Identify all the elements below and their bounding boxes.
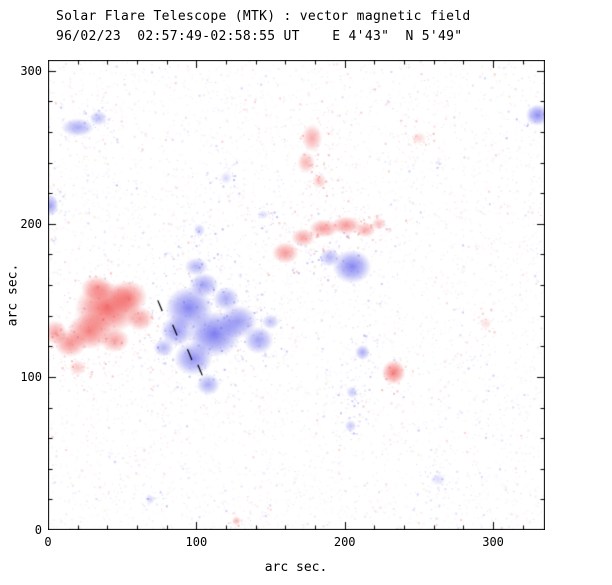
x-tick-label: 300 bbox=[482, 535, 504, 549]
figure-subtitle: 96/02/23 02:57:49-02:58:55 UT E 4'43" N … bbox=[56, 29, 463, 44]
y-tick-label: 100 bbox=[20, 369, 42, 384]
x-tick-label: 200 bbox=[333, 535, 356, 549]
magnetogram-canvas bbox=[48, 60, 545, 530]
y-tick-label: 0 bbox=[34, 523, 42, 537]
y-tick-label: 300 bbox=[20, 63, 42, 78]
y-tick-label: 200 bbox=[20, 216, 42, 231]
x-tick-label: 100 bbox=[185, 535, 208, 549]
plot-area bbox=[48, 60, 545, 530]
y-axis-label: arc sec. bbox=[5, 263, 21, 327]
x-axis-label: arc sec. bbox=[264, 560, 328, 575]
x-tick-label: 0 bbox=[44, 535, 52, 549]
figure-title: Solar Flare Telescope (MTK) : vector mag… bbox=[56, 9, 471, 24]
